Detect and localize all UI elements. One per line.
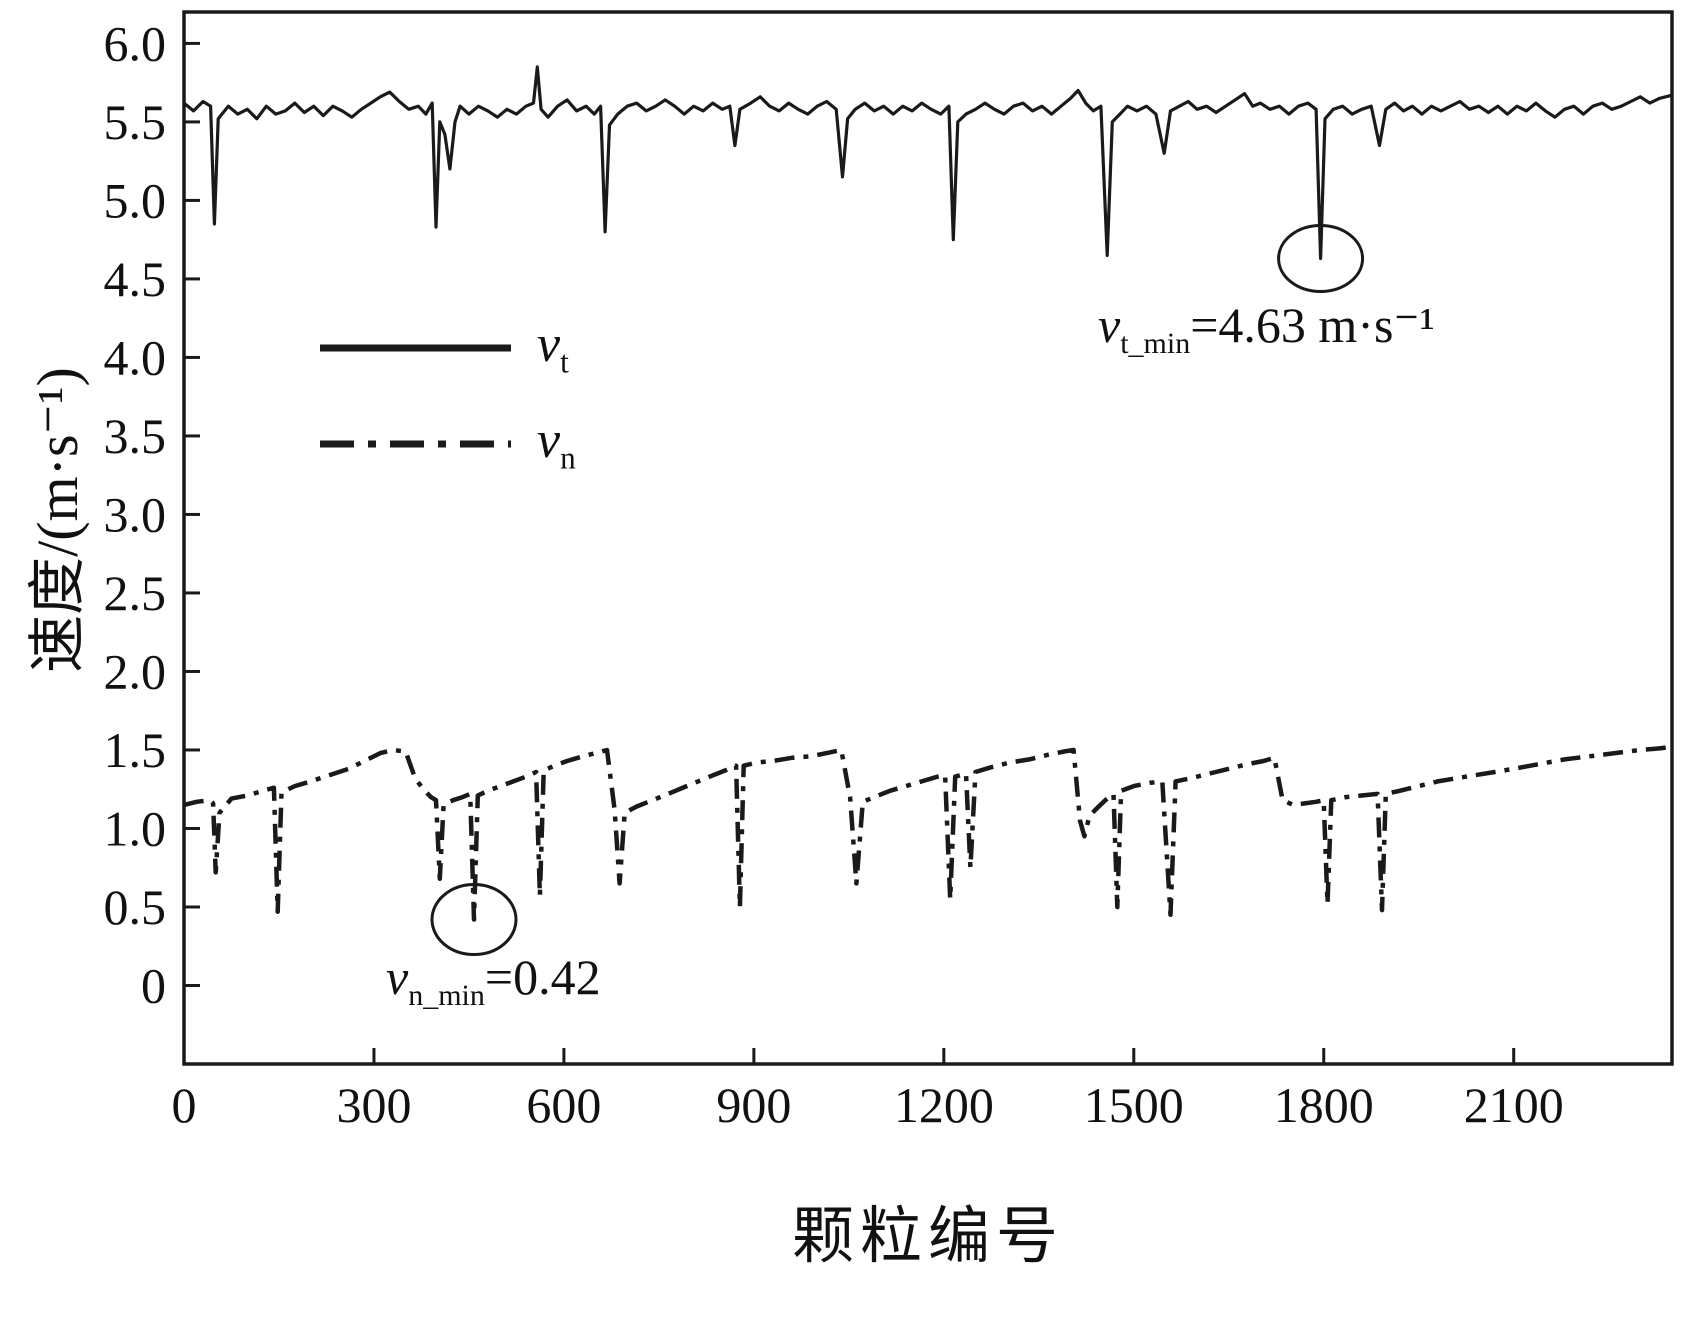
y-tick-label: 0 bbox=[141, 957, 166, 1013]
y-tick-label: 1.5 bbox=[104, 722, 167, 778]
x-tick-label: 1500 bbox=[1084, 1077, 1184, 1133]
legend-label-vt: vt bbox=[537, 316, 569, 380]
legend: vt vn bbox=[318, 300, 576, 492]
annotation-vt-min: vt_min=4.63 m·s⁻¹ bbox=[1098, 297, 1435, 360]
x-tick-label: 900 bbox=[716, 1077, 791, 1133]
legend-label-vn: vn bbox=[537, 412, 576, 476]
y-axis-title: 速度/(m·s⁻¹) bbox=[25, 367, 90, 673]
y-tick-label: 0.5 bbox=[104, 879, 167, 935]
y-tick-label: 5.0 bbox=[104, 172, 167, 228]
y-tick-label: 3.5 bbox=[104, 408, 167, 464]
x-axis-title: 颗粒编号 bbox=[791, 1203, 1065, 1271]
y-tick-label: 2.0 bbox=[104, 643, 167, 699]
y-tick-label: 1.0 bbox=[104, 800, 167, 856]
y-tick-label: 4.5 bbox=[104, 251, 167, 307]
annotation-vn-min: vn_min=0.42 bbox=[386, 949, 601, 1012]
x-tick-label: 300 bbox=[336, 1077, 411, 1133]
legend-line-dashdot-icon bbox=[320, 440, 511, 448]
y-tick-label: 4.0 bbox=[104, 329, 167, 385]
x-tick-label: 2100 bbox=[1464, 1077, 1564, 1133]
x-tick-label: 0 bbox=[172, 1077, 197, 1133]
y-tick-label: 2.5 bbox=[104, 565, 167, 621]
y-tick-label: 3.0 bbox=[104, 486, 167, 542]
series-v_t bbox=[182, 65, 1673, 261]
x-tick-label: 600 bbox=[526, 1077, 601, 1133]
x-tick-label: 1800 bbox=[1274, 1077, 1374, 1133]
x-tick-label: 1200 bbox=[894, 1077, 994, 1133]
min-ellipse-v_t bbox=[1277, 224, 1365, 294]
plot-frame bbox=[182, 10, 1674, 1066]
min-ellipse-v_n bbox=[430, 883, 518, 957]
y-tick-label: 6.0 bbox=[104, 15, 167, 71]
legend-item-vt: vt bbox=[318, 300, 576, 396]
series-v_n bbox=[183, 744, 1673, 922]
legend-line-solid-icon bbox=[320, 344, 511, 352]
y-tick-label: 5.5 bbox=[104, 94, 167, 150]
legend-item-vn: vn bbox=[318, 396, 576, 492]
